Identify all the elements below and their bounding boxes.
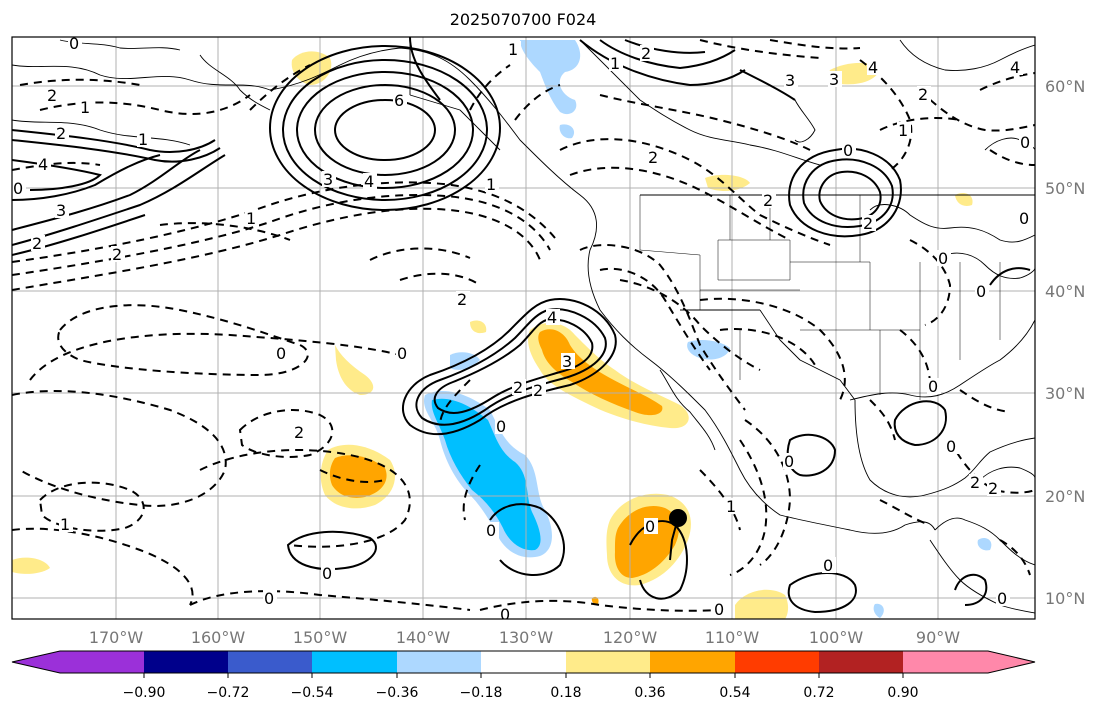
colorbar-tick-label: −0.54 bbox=[291, 685, 334, 701]
contour-label: 4 bbox=[38, 155, 48, 174]
contour-label: 0 bbox=[928, 377, 938, 396]
contour-label: 1 bbox=[610, 54, 620, 73]
contour-label: 0 bbox=[823, 556, 833, 575]
contour-label: 1 bbox=[726, 497, 736, 516]
contour-label: 1 bbox=[138, 130, 148, 149]
colorbar-tick-label: −0.18 bbox=[460, 685, 503, 701]
contour-label: 0 bbox=[784, 452, 794, 471]
lon-label: 130°W bbox=[499, 628, 554, 647]
contour-label: 0 bbox=[843, 141, 853, 160]
solid-contours bbox=[12, 37, 1031, 614]
contour-label: 0 bbox=[264, 589, 274, 608]
lat-label: 40°N bbox=[1045, 282, 1085, 301]
map-frame bbox=[11, 36, 1036, 620]
contour-label: 0 bbox=[13, 179, 23, 198]
contour-label: 2 bbox=[32, 234, 42, 253]
colorbar-tick-label: 0.54 bbox=[719, 685, 750, 701]
map-title: 2025070700 F024 bbox=[450, 10, 597, 29]
contour-label: 2 bbox=[641, 44, 651, 63]
lat-label: 50°N bbox=[1045, 179, 1085, 198]
contour-label: 2 bbox=[513, 378, 523, 397]
contour-label: 3 bbox=[323, 170, 333, 189]
contour-label: 0 bbox=[500, 605, 510, 624]
contour-label: 0 bbox=[397, 344, 407, 363]
dashed-contours bbox=[12, 39, 1035, 612]
contour-label: 0 bbox=[645, 517, 655, 536]
contour-label: 6 bbox=[394, 91, 404, 110]
contour-label: 0 bbox=[997, 589, 1007, 608]
colorbar-tick-label: −0.72 bbox=[207, 685, 250, 701]
lat-label: 60°N bbox=[1045, 77, 1085, 96]
contour-label: 1 bbox=[898, 121, 908, 140]
storm-track-line bbox=[669, 517, 679, 561]
contour-label: 3 bbox=[562, 352, 572, 371]
lon-label: 160°W bbox=[191, 628, 246, 647]
contour-label: 2 bbox=[112, 245, 122, 264]
lon-label: 100°W bbox=[809, 628, 864, 647]
colorbar-tick-label: 0.72 bbox=[803, 685, 834, 701]
contour-labels: 2 1 2 1 4 2 3 6 3 4 1 2 2 1 2 1 3 4 2 1 … bbox=[12, 34, 1033, 624]
contour-label: 1 bbox=[246, 209, 256, 228]
graticule bbox=[12, 37, 1035, 619]
contour-label: 2 bbox=[47, 86, 57, 105]
coastlines bbox=[12, 37, 1035, 614]
contour-label: 1 bbox=[80, 98, 90, 117]
contour-label: 0 bbox=[322, 564, 332, 583]
contour-label: 1 bbox=[486, 175, 496, 194]
contour-label: 2 bbox=[457, 290, 467, 309]
lat-label: 30°N bbox=[1045, 384, 1085, 403]
contour-label: 2 bbox=[294, 423, 304, 442]
lat-label: 10°N bbox=[1045, 589, 1085, 608]
lon-label: 150°W bbox=[293, 628, 348, 647]
lat-label: 20°N bbox=[1045, 487, 1085, 506]
contour-label: 2 bbox=[763, 191, 773, 210]
contour-label: 0 bbox=[714, 600, 724, 619]
colorbar-tick-label: −0.36 bbox=[376, 685, 419, 701]
contour-label: 3 bbox=[829, 70, 839, 89]
contour-label: 0 bbox=[486, 521, 496, 540]
lon-label: 140°W bbox=[396, 628, 451, 647]
contour-label: 4 bbox=[364, 172, 374, 191]
contour-label: 2 bbox=[918, 85, 928, 104]
shaded-fields bbox=[12, 40, 992, 619]
colorbar-min-extend bbox=[12, 651, 60, 673]
contour-label: 2 bbox=[56, 124, 66, 143]
colorbar-tick-label: 0.36 bbox=[634, 685, 665, 701]
contour-label: 1 bbox=[508, 40, 518, 59]
colorbar-max-extend bbox=[988, 651, 1035, 673]
lon-label: 170°W bbox=[89, 628, 144, 647]
lon-label: 110°W bbox=[705, 628, 760, 647]
colorbar: −0.90 −0.72 −0.54 −0.36 −0.18 0.18 0.36 … bbox=[11, 650, 1036, 701]
contour-label: 4 bbox=[868, 58, 878, 77]
contour-label: 2 bbox=[863, 214, 873, 233]
contour-label: 2 bbox=[988, 479, 998, 498]
contour-label: 3 bbox=[785, 71, 795, 90]
contour-label: 0 bbox=[1019, 209, 1029, 228]
longitude-labels: 170°W 160°W 150°W 140°W 130°W 120°W 110°… bbox=[89, 628, 960, 647]
colorbar-tick-label: 0.90 bbox=[887, 685, 918, 701]
latitude-labels: 60°N 50°N 40°N 30°N 20°N 10°N bbox=[1045, 77, 1085, 608]
contour-label: 2 bbox=[533, 381, 543, 400]
contour-label: 3 bbox=[56, 201, 66, 220]
contour-label: 4 bbox=[547, 308, 557, 327]
contour-label: 0 bbox=[1020, 133, 1030, 152]
contour-label: 0 bbox=[276, 344, 286, 363]
colorbar-tick-label: 0.18 bbox=[550, 685, 581, 701]
contour-label: 1 bbox=[60, 515, 70, 534]
contour-label: 0 bbox=[496, 417, 506, 436]
contour-label: 4 bbox=[1010, 58, 1020, 77]
contour-label: 2 bbox=[648, 148, 658, 167]
contour-label: 0 bbox=[946, 437, 956, 456]
contour-label: 0 bbox=[69, 34, 79, 53]
colorbar-tick-label: −0.90 bbox=[123, 685, 166, 701]
state-borders bbox=[639, 195, 1001, 400]
lon-label: 90°W bbox=[916, 628, 960, 647]
lon-label: 120°W bbox=[603, 628, 658, 647]
contour-label: 0 bbox=[976, 282, 986, 301]
contour-label: 0 bbox=[938, 249, 948, 268]
contour-label: 2 bbox=[970, 473, 980, 492]
